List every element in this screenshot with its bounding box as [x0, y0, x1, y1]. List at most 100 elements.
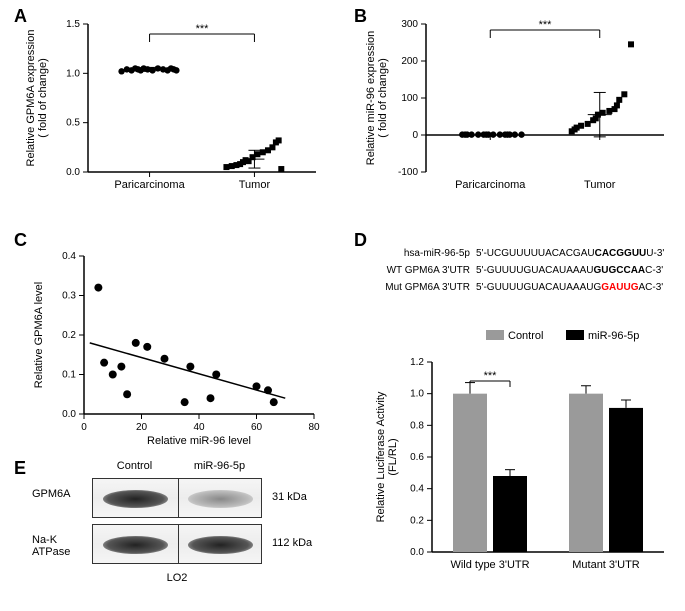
legend-label: Control — [508, 330, 543, 342]
sig-marker: *** — [196, 23, 210, 35]
y-tick: 1.0 — [410, 389, 424, 400]
y-tick: 0.4 — [410, 484, 424, 495]
data-point — [223, 164, 229, 170]
bar — [609, 408, 643, 552]
data-point — [109, 371, 117, 379]
y-tick: 1.2 — [410, 357, 424, 368]
x-axis-label: Relative miR-96 level — [147, 435, 251, 447]
sig-marker: *** — [484, 370, 498, 382]
legend-swatch — [486, 330, 504, 340]
seq-pre: 5'-UCGUUUUUACACGAU — [476, 248, 595, 259]
data-point — [143, 343, 151, 351]
data-point — [117, 363, 125, 371]
data-point — [100, 359, 108, 367]
y-tick: 200 — [401, 56, 418, 67]
data-point — [621, 91, 627, 97]
data-point — [614, 102, 620, 108]
data-point — [585, 121, 591, 127]
data-point — [260, 149, 266, 155]
y-tick: -100 — [398, 167, 418, 178]
data-point — [490, 131, 496, 137]
data-point — [132, 339, 140, 347]
x-tick: Wild type 3'UTR — [450, 559, 529, 571]
y-tick: 0.5 — [66, 118, 80, 129]
y-tick: 0.0 — [66, 167, 80, 178]
y-tick: 0.4 — [62, 251, 76, 262]
blot-row-name: Na-K ATPase — [32, 534, 88, 558]
sequence-row: WT GPM6A 3'UTR5'-GUUUUGUACAUAAAUGUGCCAAC… — [370, 265, 680, 276]
y-tick: 0.6 — [410, 452, 424, 463]
y-tick: 0.8 — [410, 420, 424, 431]
y-tick: 0 — [412, 130, 418, 141]
x-tick: Tumor — [584, 179, 616, 191]
sequence-row: Mut GPM6A 3'UTR 5'-GUUUUGUACAUAAAUGGAUUGA… — [370, 282, 680, 293]
bar — [493, 476, 527, 552]
blot-footer: LO2 — [92, 572, 262, 584]
data-point — [186, 363, 194, 371]
blot-band — [103, 490, 168, 508]
bar — [453, 394, 487, 552]
blot-band — [188, 536, 253, 554]
blot-size: 31 kDa — [272, 491, 307, 503]
seq-name: Mut GPM6A 3'UTR — [370, 282, 470, 293]
blot-col-header: miR-96-5p — [194, 460, 245, 472]
data-point — [276, 137, 282, 143]
seq-bold: GAUUG — [601, 282, 638, 293]
y-axis-label: Relative miR-96 expression( fold of chan… — [365, 31, 389, 166]
blot-membrane — [92, 524, 262, 564]
data-point — [518, 131, 524, 137]
sig-marker: *** — [539, 19, 553, 31]
y-tick: 0.2 — [410, 515, 424, 526]
y-axis-label: Relative GPM6A level — [33, 282, 45, 388]
data-point — [606, 108, 612, 114]
y-tick: 0.3 — [62, 291, 76, 302]
data-point — [512, 131, 518, 137]
x-tick: Mutant 3'UTR — [572, 559, 640, 571]
blot-membrane — [92, 478, 262, 518]
data-point — [628, 41, 634, 47]
y-tick: 1.5 — [66, 19, 80, 30]
seq-post: AC-3' — [639, 282, 664, 293]
data-point — [123, 390, 131, 398]
y-axis-label: Relative Luciferase Activity(FL/RL) — [375, 391, 399, 522]
panel-d-sequences: hsa-miR-96-5p5'-UCGUUUUUACACGAUCACGGUUU-… — [370, 248, 680, 299]
blot-band — [188, 490, 253, 508]
y-tick: 0.0 — [410, 547, 424, 558]
y-tick: 1.0 — [66, 68, 80, 79]
data-point — [207, 394, 215, 402]
x-tick: 20 — [136, 422, 148, 433]
blot-row: GPM6A 31 kDa — [32, 478, 362, 524]
data-point — [161, 355, 169, 363]
seq-post: C-3' — [645, 265, 663, 276]
blot-row-name: GPM6A — [32, 488, 88, 500]
x-tick: 40 — [193, 422, 205, 433]
fit-line — [90, 343, 286, 398]
legend-label: miR-96-5p — [588, 330, 639, 342]
y-tick: 300 — [401, 19, 418, 30]
data-point — [94, 284, 102, 292]
panel-a-chart: Relative GPM6A expression( fold of chang… — [26, 12, 326, 202]
data-point — [173, 67, 179, 73]
x-tick: 80 — [308, 422, 320, 433]
blot-size: 112 kDa — [272, 537, 312, 549]
seq-bold: GUGCCAA — [593, 265, 645, 276]
data-point — [270, 398, 278, 406]
seq-name: hsa-miR-96-5p — [370, 248, 470, 259]
panel-e-label: E — [14, 458, 26, 479]
panel-c-chart: Relative GPM6A level0.00.10.20.30.402040… — [26, 244, 326, 454]
bar — [569, 394, 603, 552]
data-point — [616, 97, 622, 103]
seq-pre: 5'-GUUUUGUACAUAAAUG — [476, 282, 601, 293]
data-point — [181, 398, 189, 406]
y-tick: 100 — [401, 93, 418, 104]
data-point — [278, 166, 284, 172]
data-point — [475, 131, 481, 137]
blot-col-header: Control — [117, 460, 152, 472]
panel-b-chart: Relative miR-96 expression( fold of chan… — [366, 12, 676, 202]
seq-name: WT GPM6A 3'UTR — [370, 265, 470, 276]
data-point — [578, 123, 584, 129]
panel-e-blot: Control miR-96-5p GPM6A 31 kDa Na-K ATPase 11… — [32, 460, 362, 584]
x-tick: 0 — [81, 422, 87, 433]
seq-bold: CACGGUU — [595, 248, 647, 259]
blot-band — [103, 536, 168, 554]
